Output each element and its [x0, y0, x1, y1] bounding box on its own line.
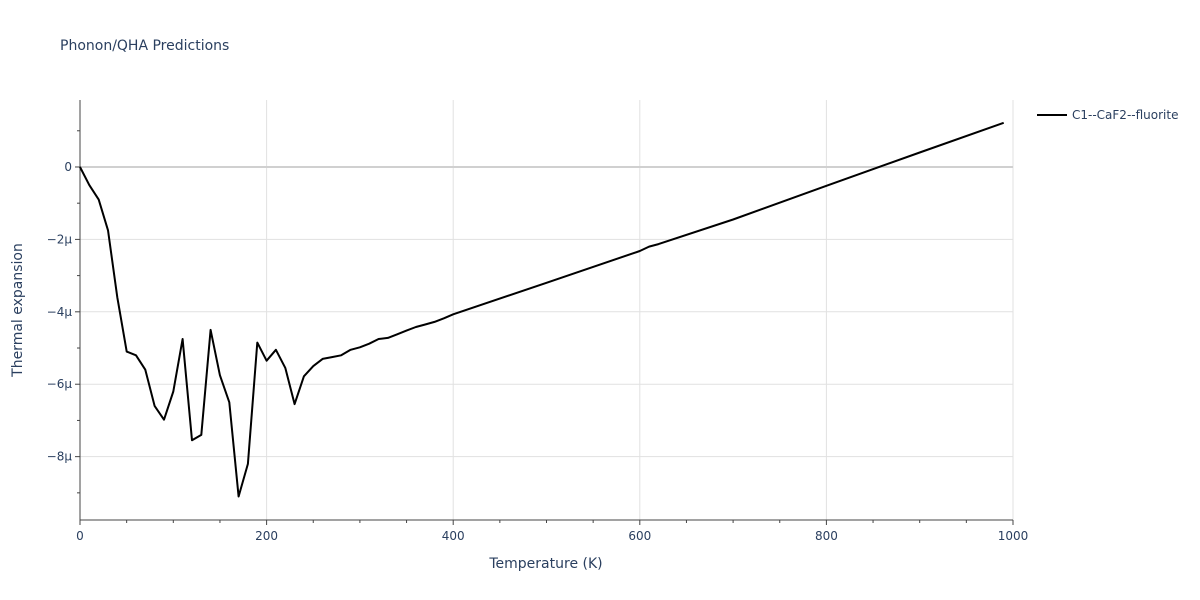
y-tick-label: −8µ [47, 450, 73, 464]
x-tick-label: 1000 [998, 529, 1029, 543]
y-tick-label: 0 [64, 160, 72, 174]
y-tick-label: −6µ [47, 377, 73, 391]
series-line [79, 121, 1005, 498]
grid [80, 100, 1014, 520]
tick-labels: 0 200 400 600 800 1000 0 −2µ −4µ −6µ −8µ [47, 160, 1029, 543]
x-axis-title: Temperature (K) [488, 556, 602, 572]
legend-label: C1--CaF2--fluorite [1072, 108, 1178, 122]
axes [75, 100, 1014, 525]
y-tick-label: −2µ [47, 232, 73, 246]
legend[interactable]: C1--CaF2--fluorite [1037, 108, 1178, 122]
x-tick-label: 600 [628, 529, 651, 543]
y-tick-label: −4µ [47, 305, 73, 319]
plot-area [79, 121, 1005, 498]
x-tick-label: 200 [255, 529, 278, 543]
x-tick-label: 400 [442, 529, 465, 543]
chart-title: Phonon/QHA Predictions [60, 38, 229, 54]
x-tick-label: 800 [815, 529, 838, 543]
y-axis-title: Thermal expansion [10, 243, 26, 378]
x-tick-label: 0 [76, 529, 84, 543]
